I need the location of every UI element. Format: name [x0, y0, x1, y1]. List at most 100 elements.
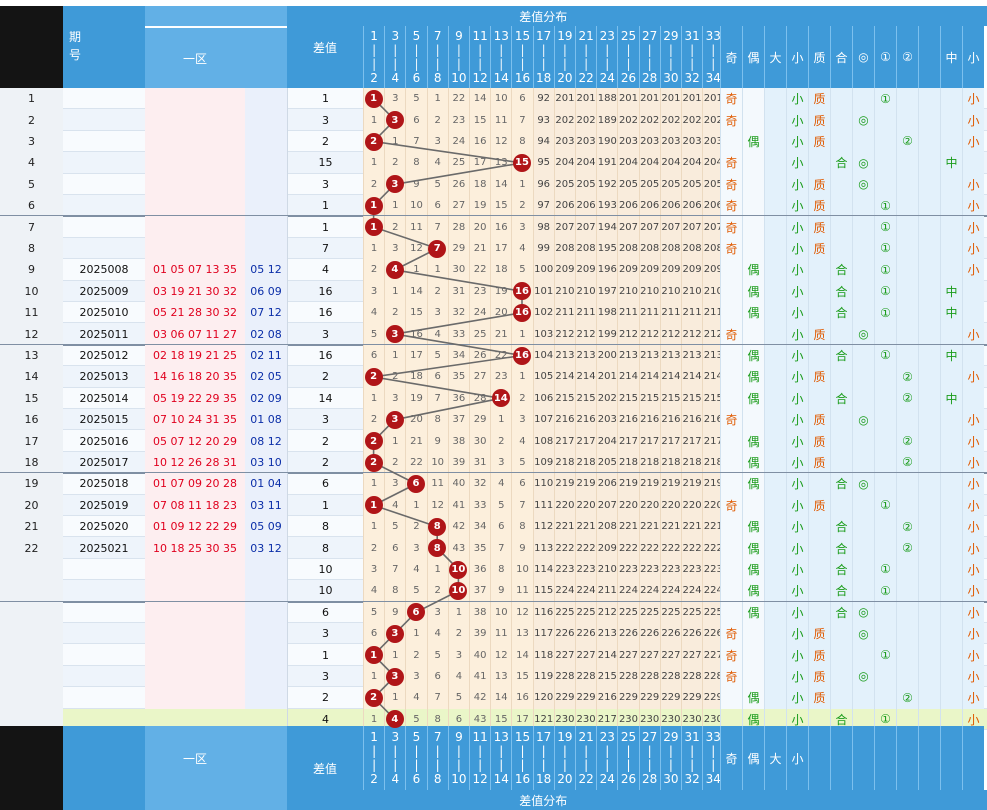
- dist-cell: 3: [490, 451, 512, 474]
- row-index: 22: [0, 537, 63, 559]
- dist-cell: 215: [553, 387, 575, 409]
- attr-cell: [940, 473, 962, 495]
- hit-ball: 14: [491, 389, 510, 408]
- dist-cell: 205: [681, 173, 703, 195]
- dist-cell: 6: [384, 537, 406, 559]
- attr-cell: 合: [830, 344, 852, 367]
- row-index: 12: [0, 323, 63, 345]
- dist-cell: 5: [447, 687, 469, 709]
- dist-cell: 102: [532, 302, 554, 324]
- row-diff: 2: [287, 687, 363, 709]
- attr-cell: 偶: [742, 280, 764, 302]
- footer-attr-col: [896, 726, 918, 790]
- attr-cell: 中: [940, 387, 962, 409]
- dist-cell: 117: [532, 623, 554, 645]
- dist-cell: 20: [405, 409, 427, 431]
- dist-cell: 8: [426, 708, 448, 730]
- dist-cell: 1: [447, 601, 469, 623]
- attr-cell: 奇: [720, 109, 742, 131]
- attr-cell: [720, 130, 742, 153]
- attr-cell: 小: [786, 409, 808, 431]
- dist-cell: 43: [447, 537, 469, 559]
- dist-col-top: 5: [412, 29, 421, 43]
- dist-cell: 213: [638, 344, 660, 367]
- footer-dist-top: 33: [705, 730, 721, 744]
- dist-cell: 3: [405, 537, 427, 559]
- dist-cell: 14: [511, 644, 533, 666]
- row-index: [0, 665, 63, 688]
- dist-cell: 223: [617, 558, 639, 581]
- dist-cell: 14: [490, 687, 512, 709]
- attr-cell: [896, 623, 918, 645]
- hit-ball: 15: [513, 153, 531, 172]
- dist-cell: 223: [638, 558, 660, 581]
- dist-col-header: 15 | | 16: [511, 26, 533, 88]
- dist-cell: 97: [532, 195, 554, 217]
- dist-cell: 1: [511, 323, 533, 345]
- row-index: 8: [0, 237, 63, 260]
- attr-cell: 小: [962, 516, 984, 538]
- attr-cell: [764, 687, 786, 709]
- attr-cell: [720, 451, 742, 474]
- dist-cell: 217: [596, 708, 618, 730]
- attr-cell: [720, 473, 742, 495]
- dist-cell: 18: [469, 173, 491, 195]
- dist-cell: 226: [681, 623, 703, 645]
- attr-cell: [764, 302, 786, 324]
- footer-dist-top: 21: [578, 730, 594, 744]
- dist-cell: 9: [426, 430, 448, 452]
- row-diff: 10: [287, 558, 363, 581]
- attr-cell: [874, 623, 896, 645]
- attr-cell: [764, 558, 786, 581]
- footer-attr-col: [830, 726, 852, 790]
- attr-cell: [940, 537, 962, 559]
- dist-col-header: 29 | | 30: [659, 26, 681, 88]
- dist-col-bottom: 30: [663, 71, 679, 85]
- attr-cell: [808, 516, 830, 538]
- dist-cell: 229: [553, 687, 575, 709]
- dist-cell: 25: [469, 323, 491, 345]
- attr-cell: 偶: [742, 558, 764, 581]
- attr-cell: [808, 387, 830, 409]
- dist-cell: 210: [553, 280, 575, 302]
- dist-cell: 196: [596, 259, 618, 281]
- dist-cell: 1: [363, 152, 385, 174]
- dist-cell: 16: [490, 216, 512, 238]
- attr-cell: 合: [830, 537, 852, 559]
- footer-dist-top: 1: [370, 730, 378, 744]
- attr-cell: [896, 195, 918, 217]
- dist-cell: 218: [617, 451, 639, 474]
- dist-cell: 2: [405, 644, 427, 666]
- dist-cell: 6: [426, 195, 448, 217]
- zone2-header: [245, 28, 287, 88]
- dist-cell: 201: [702, 88, 724, 110]
- dist-cell: 3: [384, 473, 406, 495]
- row-index: [0, 580, 63, 602]
- dist-cell: 6: [363, 344, 385, 367]
- dist-cell: 17: [405, 344, 427, 367]
- dist-cell: 116: [532, 601, 554, 623]
- dist-cell: 37: [469, 580, 491, 602]
- attr-cell: 小: [962, 580, 984, 602]
- attr-cell: 小: [786, 173, 808, 195]
- attr-cell: [720, 558, 742, 581]
- attr-cell: 小: [786, 237, 808, 260]
- dist-cell: 212: [596, 601, 618, 623]
- dist-cell: 15: [405, 302, 427, 324]
- dist-cell: 216: [681, 409, 703, 431]
- attr-cell: [852, 430, 874, 452]
- footer-dist-bottom: 6: [412, 772, 421, 786]
- dist-cell: 6: [405, 109, 427, 131]
- footer-dist-top: 27: [642, 730, 658, 744]
- dist-cell: 202: [596, 387, 618, 409]
- dist-cell: 204: [681, 152, 703, 174]
- attr-cell: 小: [962, 687, 984, 709]
- dist-cell: 22: [447, 88, 469, 110]
- row-red-balls: [145, 130, 245, 153]
- attr-cell: ①: [874, 558, 896, 581]
- attr-cell: [874, 537, 896, 559]
- row-blue-balls: [245, 665, 287, 688]
- footer-dist-bottom: 34: [705, 772, 721, 786]
- row-period: 2025020: [79, 520, 129, 534]
- row-period: [63, 88, 145, 109]
